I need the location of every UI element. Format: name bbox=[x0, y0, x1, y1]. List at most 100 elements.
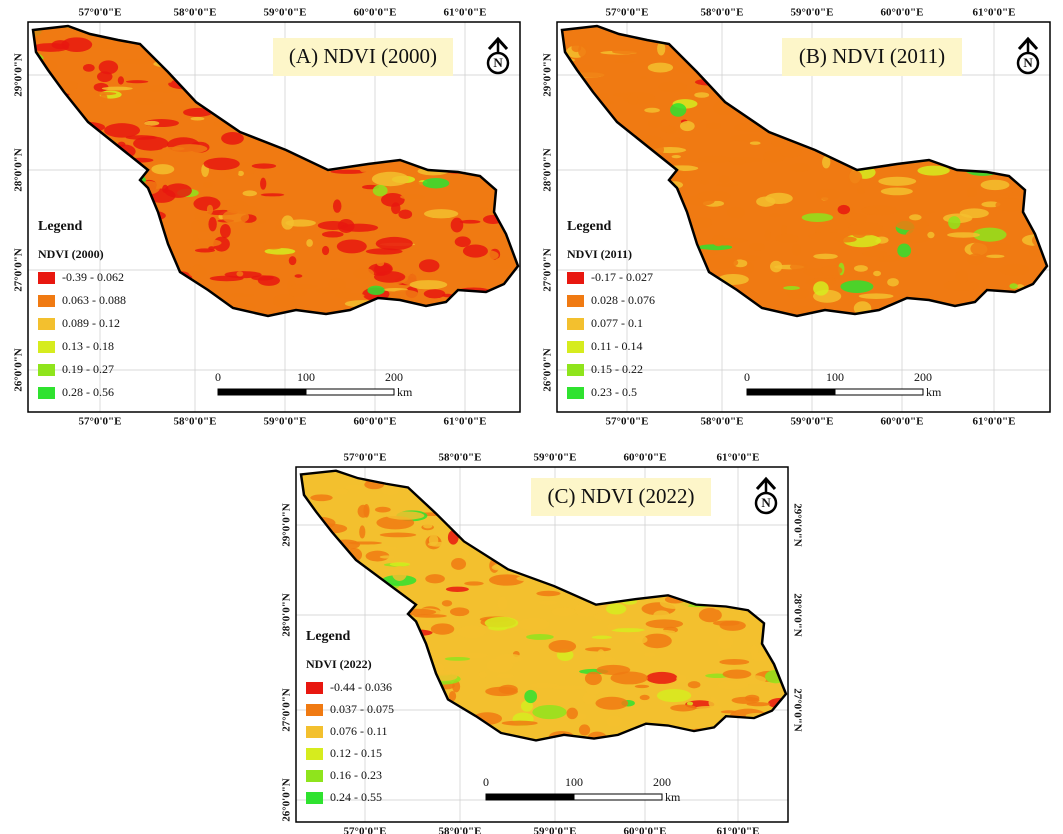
raster-patch bbox=[837, 204, 851, 215]
raster-patch bbox=[687, 681, 701, 689]
scale-label: 0 bbox=[215, 370, 221, 384]
raster-patch bbox=[781, 224, 788, 236]
raster-patch bbox=[219, 223, 231, 239]
bottom-tick-label: 61°0'0"E bbox=[717, 826, 760, 834]
north-arrow: N bbox=[486, 36, 510, 75]
raster-patch bbox=[596, 664, 631, 675]
raster-patch bbox=[670, 103, 687, 117]
raster-patch bbox=[104, 123, 141, 138]
raster-patch bbox=[712, 620, 740, 626]
raster-patch bbox=[203, 157, 240, 171]
title-box bbox=[782, 38, 962, 76]
raster-patch bbox=[948, 216, 961, 230]
raster-patch bbox=[719, 658, 750, 665]
raster-patch bbox=[478, 206, 489, 216]
bottom-tick-label: 57°0'0"E bbox=[344, 826, 387, 834]
raster-patch bbox=[686, 701, 694, 706]
raster-patch bbox=[718, 175, 730, 184]
raster-patch bbox=[120, 58, 155, 65]
raster-patch bbox=[909, 214, 922, 221]
raster-patch bbox=[584, 647, 612, 652]
north-arrow: N bbox=[754, 476, 778, 515]
raster-patch bbox=[829, 218, 851, 230]
bottom-tick-label: 57°0'0"E bbox=[606, 416, 649, 428]
raster-patch bbox=[478, 671, 487, 679]
raster-patch bbox=[294, 274, 303, 278]
raster-patch bbox=[498, 684, 518, 694]
raster-patch bbox=[263, 240, 285, 250]
raster-patch bbox=[666, 48, 676, 59]
raster-patch bbox=[966, 187, 978, 198]
bottom-tick-label: 59°0'0"E bbox=[264, 416, 307, 428]
scale-unit: km bbox=[397, 385, 413, 399]
raster-patch bbox=[815, 188, 841, 201]
raster-patch bbox=[221, 131, 244, 145]
legend-swatch bbox=[306, 770, 323, 782]
raster-patch bbox=[769, 213, 781, 218]
raster-patch bbox=[679, 121, 695, 132]
map-title: (A) NDVI (2000) bbox=[289, 44, 437, 68]
scale-unit: km bbox=[665, 790, 681, 804]
raster-patch bbox=[206, 204, 214, 215]
raster-patch bbox=[381, 485, 399, 496]
raster-patch bbox=[448, 691, 457, 702]
left-tick-label: 26°0'0"N bbox=[542, 348, 554, 392]
raster-patch bbox=[491, 564, 504, 571]
legend-swatch bbox=[38, 341, 55, 353]
top-tick-label: 61°0'0"E bbox=[717, 452, 760, 464]
raster-patch bbox=[762, 150, 786, 163]
raster-patch bbox=[606, 715, 623, 727]
legend-swatch bbox=[38, 364, 55, 376]
raster-patch bbox=[584, 671, 602, 686]
raster-patch bbox=[288, 287, 307, 297]
raster-patch bbox=[190, 116, 205, 121]
raster-patch bbox=[172, 144, 208, 154]
raster-patch bbox=[464, 581, 484, 586]
raster-patch bbox=[340, 223, 379, 232]
top-tick-label: 57°0'0"E bbox=[79, 7, 122, 19]
raster-patch bbox=[639, 629, 676, 634]
left-tick-label: 28°0'0"N bbox=[281, 593, 293, 637]
raster-patch bbox=[789, 162, 811, 173]
raster-patch bbox=[208, 216, 217, 232]
raster-patch bbox=[606, 623, 618, 630]
raster-patch bbox=[726, 206, 745, 219]
raster-patch bbox=[917, 165, 950, 176]
legend-label: -0.44 - 0.036 bbox=[330, 680, 392, 694]
raster-patch bbox=[310, 494, 333, 502]
raster-patch bbox=[756, 196, 776, 207]
legend-title: NDVI (2000) bbox=[38, 247, 104, 261]
raster-patch bbox=[676, 674, 687, 683]
raster-patch bbox=[595, 696, 629, 710]
map-title: (B) NDVI (2011) bbox=[799, 44, 945, 68]
raster-patch bbox=[427, 541, 446, 547]
raster-patch bbox=[371, 546, 398, 551]
raster-patch bbox=[915, 210, 935, 214]
raster-patch bbox=[117, 76, 124, 85]
raster-patch bbox=[345, 484, 364, 491]
bottom-tick-label: 58°0'0"E bbox=[701, 416, 744, 428]
raster-patch bbox=[730, 133, 768, 142]
bottom-tick-label: 61°0'0"E bbox=[973, 416, 1016, 428]
left-tick-label: 27°0'0"N bbox=[542, 248, 554, 292]
raster-patch bbox=[647, 119, 663, 128]
top-tick-label: 58°0'0"E bbox=[174, 7, 217, 19]
map-panel: 57°0'0"E 58°0'0"E 59°0'0"E 60°0'0"E 61°0'0"E… bbox=[13, 7, 521, 428]
raster-patch bbox=[65, 81, 79, 91]
raster-patch bbox=[457, 625, 487, 639]
raster-patch bbox=[418, 259, 440, 273]
scale-label: 200 bbox=[385, 370, 403, 384]
scale-label: 100 bbox=[826, 370, 844, 384]
raster-patch bbox=[853, 265, 868, 272]
legend-label: 0.23 - 0.5 bbox=[591, 385, 637, 399]
raster-patch bbox=[566, 707, 578, 720]
raster-patch bbox=[610, 671, 649, 685]
raster-patch bbox=[750, 645, 759, 658]
raster-patch bbox=[671, 155, 681, 159]
raster-patch bbox=[775, 233, 800, 244]
legend-swatch bbox=[38, 387, 55, 399]
title-box bbox=[273, 38, 453, 76]
raster-patch bbox=[749, 242, 766, 251]
legend-heading: Legend bbox=[567, 219, 612, 234]
